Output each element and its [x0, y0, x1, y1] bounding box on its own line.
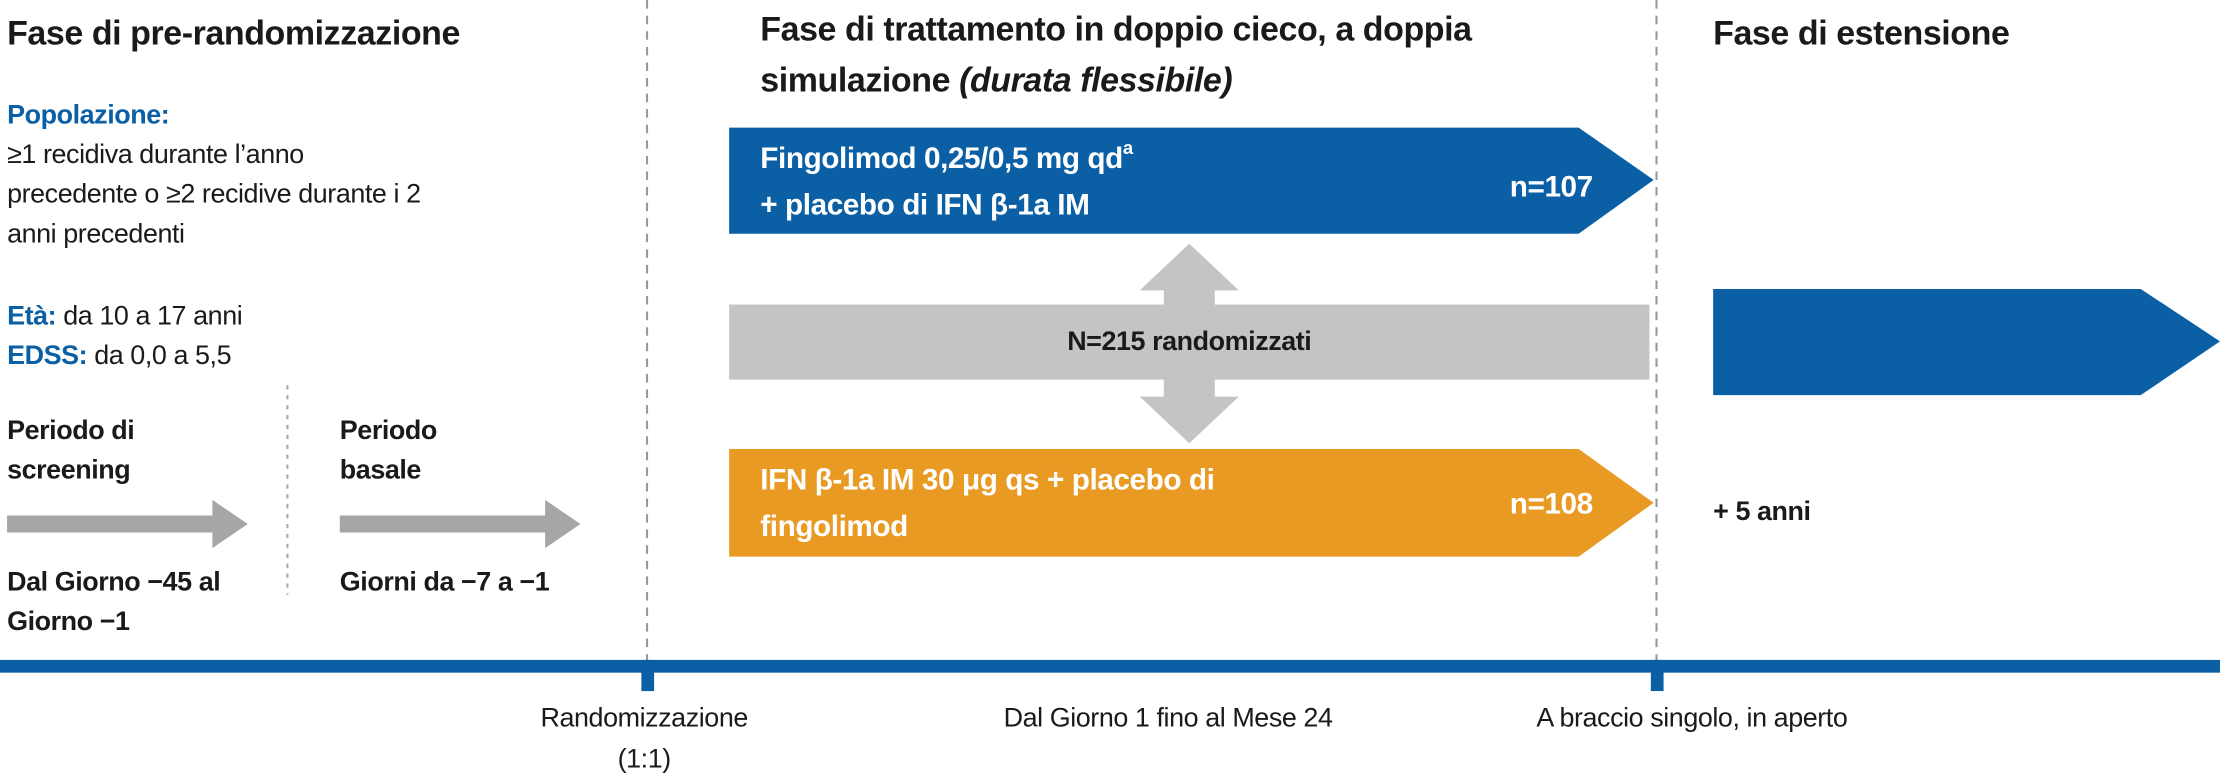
period-title: Periodo [340, 415, 437, 445]
period-title: screening [7, 455, 130, 485]
label: Età: [7, 300, 56, 330]
timeline-label: A braccio singolo, in aperto [1536, 702, 1847, 732]
arm-n: n=107 [1510, 170, 1593, 203]
timeline-tick [1650, 659, 1664, 692]
phase-title-italic: (durata flessibile) [959, 61, 1232, 99]
arm-text: Fingolimod 0,25/0,5 mg qd [760, 142, 1123, 175]
arrow [339, 499, 581, 549]
arm-text: IFN β-1a IM 30 μg qs + placebo di [760, 463, 1214, 496]
timeline-label: Randomizzazione [541, 702, 748, 732]
timeline-label: (1:1) [618, 744, 671, 774]
timeline [0, 659, 2220, 673]
period-days: Giorni da −7 a −1 [340, 567, 550, 597]
phase-title: simulazione (durata flessibile) [760, 61, 1232, 99]
timeline-label: Dal Giorno 1 fino al Mese 24 [1004, 702, 1333, 732]
text: Età: da 10 a 17 anni [7, 300, 242, 330]
arrow [7, 499, 248, 549]
period-title: basale [340, 455, 422, 485]
double-arrow [1139, 243, 1239, 444]
period-title: Periodo di [7, 415, 134, 445]
text: ≥1 recidiva durante l’anno [7, 139, 304, 169]
period-days: Giorno −1 [7, 606, 130, 636]
text: precedente o ≥2 recidive durante i 2 [7, 179, 421, 209]
phase-title: Fase di trattamento in doppio cieco, a d… [760, 10, 1473, 48]
extension-arrow [1713, 288, 2220, 396]
label: EDSS: [7, 340, 87, 370]
arm-text: fingolimod [760, 510, 908, 543]
superscript: a [1123, 137, 1134, 158]
timeline-tick [641, 659, 655, 692]
text: EDSS: da 0,0 a 5,5 [7, 340, 231, 370]
text: anni precedenti [7, 218, 185, 248]
period-days: Dal Giorno −45 al [7, 567, 220, 597]
arm-text: + placebo di IFN β-1a IM [760, 189, 1089, 222]
arm-arrow [729, 448, 1654, 557]
text: da 10 a 17 anni [63, 300, 242, 330]
label: Popolazione: [7, 99, 169, 129]
phase-title: simulazione [760, 61, 950, 99]
text: da 0,0 a 5,5 [94, 340, 231, 370]
arm-text: Fingolimod 0,25/0,5 mg qda [760, 137, 1134, 175]
phase-title: Fase di estensione [1713, 15, 2009, 53]
extension-duration: + 5 anni [1713, 496, 1810, 526]
phase-title: Fase di pre-randomizzazione [7, 15, 460, 53]
arm-n: n=108 [1510, 487, 1593, 520]
randomized-text: N=215 randomizzati [1067, 326, 1311, 356]
arm-arrow [729, 127, 1654, 234]
